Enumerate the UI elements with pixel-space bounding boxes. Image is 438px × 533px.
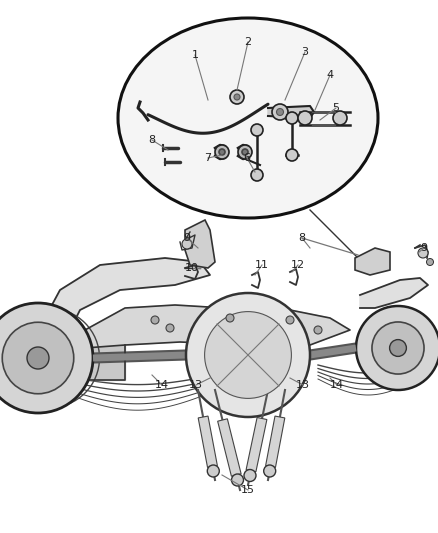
Text: 9: 9 bbox=[420, 243, 427, 253]
Text: 5: 5 bbox=[332, 103, 339, 113]
Circle shape bbox=[207, 465, 219, 477]
Circle shape bbox=[264, 465, 276, 477]
Circle shape bbox=[27, 347, 49, 369]
Polygon shape bbox=[268, 106, 314, 118]
Circle shape bbox=[182, 239, 192, 249]
Polygon shape bbox=[246, 417, 267, 472]
Circle shape bbox=[286, 112, 298, 124]
Polygon shape bbox=[185, 220, 215, 268]
Text: 6: 6 bbox=[244, 153, 251, 163]
Circle shape bbox=[234, 94, 240, 100]
Circle shape bbox=[427, 259, 434, 265]
Text: 9: 9 bbox=[184, 233, 191, 243]
Polygon shape bbox=[265, 416, 285, 467]
Text: 14: 14 bbox=[330, 380, 344, 390]
Text: 15: 15 bbox=[241, 485, 255, 495]
Polygon shape bbox=[360, 278, 428, 308]
Circle shape bbox=[2, 322, 74, 394]
Circle shape bbox=[151, 316, 159, 324]
Polygon shape bbox=[198, 416, 217, 467]
Ellipse shape bbox=[118, 18, 378, 218]
Circle shape bbox=[186, 293, 310, 417]
Circle shape bbox=[276, 109, 283, 116]
Text: 8: 8 bbox=[298, 233, 306, 243]
Text: 13: 13 bbox=[296, 380, 310, 390]
Circle shape bbox=[251, 169, 263, 181]
Circle shape bbox=[286, 149, 298, 161]
Text: 10: 10 bbox=[185, 263, 199, 273]
Text: 11: 11 bbox=[255, 260, 269, 270]
Polygon shape bbox=[218, 419, 241, 476]
Text: 2: 2 bbox=[244, 37, 251, 47]
Polygon shape bbox=[85, 345, 125, 380]
Polygon shape bbox=[85, 305, 350, 348]
Circle shape bbox=[244, 470, 256, 481]
Circle shape bbox=[372, 322, 424, 374]
Text: 14: 14 bbox=[155, 380, 169, 390]
Circle shape bbox=[205, 312, 291, 398]
Text: 12: 12 bbox=[291, 260, 305, 270]
Circle shape bbox=[166, 324, 174, 332]
Text: 13: 13 bbox=[189, 380, 203, 390]
Text: 3: 3 bbox=[301, 47, 308, 57]
Circle shape bbox=[226, 314, 234, 322]
Circle shape bbox=[286, 316, 294, 324]
Circle shape bbox=[418, 248, 428, 258]
Circle shape bbox=[389, 340, 406, 357]
Text: 4: 4 bbox=[326, 70, 334, 80]
Circle shape bbox=[238, 145, 252, 159]
Circle shape bbox=[0, 303, 93, 413]
Circle shape bbox=[314, 326, 322, 334]
Circle shape bbox=[356, 306, 438, 390]
Text: 7: 7 bbox=[205, 153, 212, 163]
Text: 8: 8 bbox=[148, 135, 155, 145]
Circle shape bbox=[333, 111, 347, 125]
Circle shape bbox=[272, 104, 288, 120]
Circle shape bbox=[230, 90, 244, 104]
Circle shape bbox=[232, 474, 244, 486]
Circle shape bbox=[251, 124, 263, 136]
Circle shape bbox=[242, 149, 248, 155]
Circle shape bbox=[215, 145, 229, 159]
Text: 1: 1 bbox=[191, 50, 198, 60]
Polygon shape bbox=[355, 248, 390, 275]
Circle shape bbox=[298, 111, 312, 125]
Circle shape bbox=[219, 149, 225, 155]
Polygon shape bbox=[25, 258, 210, 370]
